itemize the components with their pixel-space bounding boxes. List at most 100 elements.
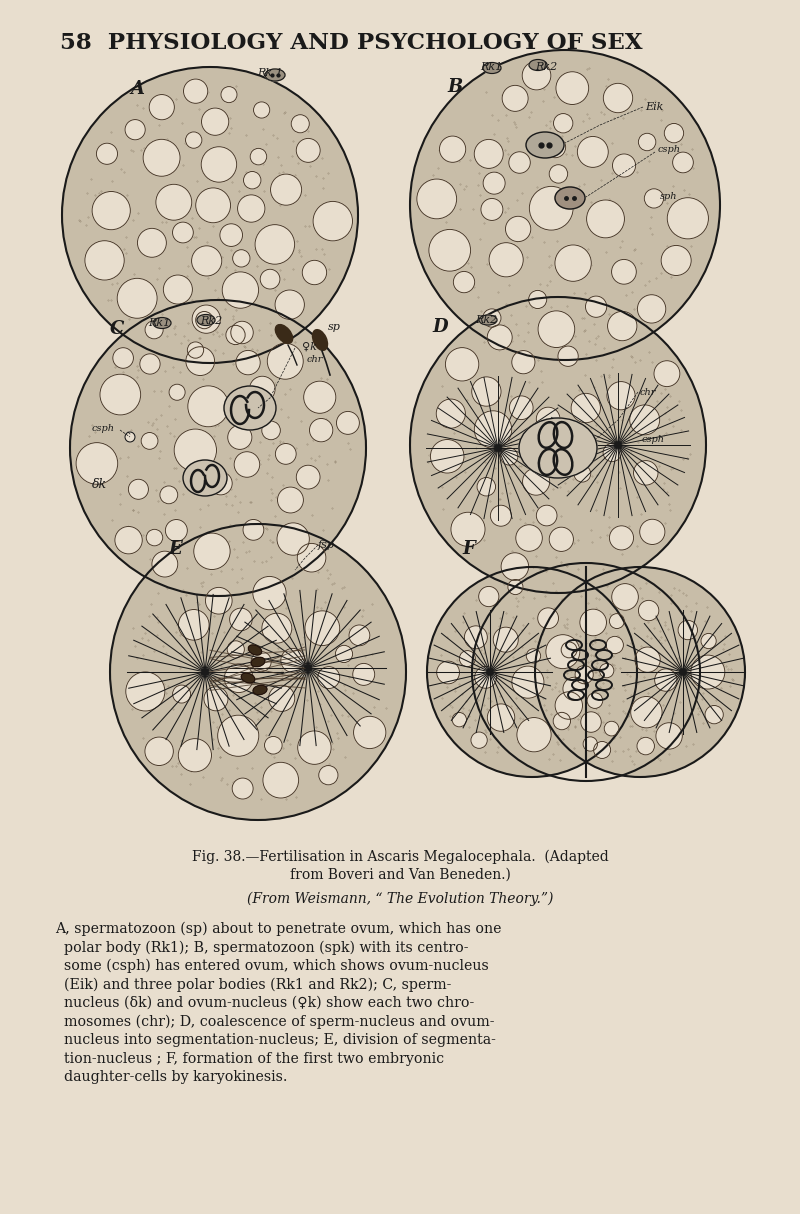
Circle shape bbox=[556, 437, 581, 463]
Ellipse shape bbox=[275, 324, 293, 344]
Circle shape bbox=[526, 648, 541, 663]
Circle shape bbox=[489, 243, 523, 277]
Circle shape bbox=[667, 198, 709, 239]
Circle shape bbox=[202, 108, 229, 135]
Circle shape bbox=[263, 762, 298, 798]
Circle shape bbox=[516, 524, 542, 551]
Circle shape bbox=[471, 732, 487, 748]
Circle shape bbox=[610, 526, 634, 550]
Circle shape bbox=[638, 601, 659, 620]
Circle shape bbox=[644, 188, 664, 208]
Circle shape bbox=[169, 384, 185, 401]
Text: E: E bbox=[168, 540, 182, 558]
Circle shape bbox=[549, 165, 568, 183]
Ellipse shape bbox=[313, 330, 327, 351]
Circle shape bbox=[638, 295, 666, 323]
Circle shape bbox=[302, 260, 326, 285]
Text: 58  PHYSIOLOGY AND PSYCHOLOGY OF SEX: 58 PHYSIOLOGY AND PSYCHOLOGY OF SEX bbox=[60, 32, 642, 53]
Text: sph: sph bbox=[660, 192, 678, 202]
Circle shape bbox=[417, 178, 457, 219]
Text: A: A bbox=[130, 80, 144, 98]
Circle shape bbox=[191, 245, 222, 276]
Circle shape bbox=[226, 325, 245, 345]
Text: δk: δk bbox=[92, 478, 107, 490]
Circle shape bbox=[262, 613, 292, 643]
Circle shape bbox=[224, 664, 253, 692]
Ellipse shape bbox=[253, 686, 267, 694]
Circle shape bbox=[143, 140, 180, 176]
Circle shape bbox=[196, 188, 230, 222]
Circle shape bbox=[439, 136, 466, 163]
Circle shape bbox=[298, 544, 326, 572]
Text: Rk1: Rk1 bbox=[148, 318, 170, 328]
Circle shape bbox=[575, 665, 594, 683]
Text: tion-nucleus ; F, formation of the first two embryonic: tion-nucleus ; F, formation of the first… bbox=[55, 1051, 444, 1066]
Text: csph: csph bbox=[658, 144, 681, 154]
Circle shape bbox=[349, 625, 370, 646]
Circle shape bbox=[353, 663, 374, 686]
Circle shape bbox=[234, 452, 260, 477]
Text: some (csph) has entered ovum, which shows ovum-nucleus: some (csph) has entered ovum, which show… bbox=[55, 959, 489, 974]
Circle shape bbox=[97, 143, 118, 164]
Circle shape bbox=[701, 634, 716, 648]
Ellipse shape bbox=[248, 645, 262, 656]
Circle shape bbox=[483, 172, 505, 194]
Circle shape bbox=[183, 79, 208, 103]
Circle shape bbox=[656, 722, 682, 749]
Circle shape bbox=[250, 376, 275, 402]
Ellipse shape bbox=[265, 69, 285, 81]
Circle shape bbox=[140, 353, 160, 374]
Circle shape bbox=[501, 448, 518, 465]
Circle shape bbox=[204, 687, 228, 711]
Text: nucleus into segmentation-nucleus; E, division of segmenta-: nucleus into segmentation-nucleus; E, di… bbox=[55, 1033, 496, 1046]
Circle shape bbox=[187, 342, 204, 358]
Circle shape bbox=[474, 410, 512, 448]
Ellipse shape bbox=[197, 314, 215, 325]
Circle shape bbox=[152, 551, 178, 577]
Circle shape bbox=[611, 260, 636, 284]
Circle shape bbox=[545, 137, 566, 158]
Circle shape bbox=[474, 140, 503, 169]
Circle shape bbox=[599, 663, 614, 677]
Circle shape bbox=[586, 200, 625, 238]
Circle shape bbox=[238, 194, 265, 222]
Ellipse shape bbox=[483, 62, 501, 74]
Circle shape bbox=[281, 648, 305, 673]
Circle shape bbox=[298, 731, 331, 765]
Circle shape bbox=[138, 228, 166, 257]
Circle shape bbox=[586, 296, 606, 317]
Circle shape bbox=[243, 520, 264, 540]
Circle shape bbox=[612, 584, 638, 611]
Text: csph: csph bbox=[642, 435, 665, 444]
Circle shape bbox=[166, 520, 187, 541]
Circle shape bbox=[232, 778, 253, 799]
Circle shape bbox=[536, 505, 557, 526]
Circle shape bbox=[452, 713, 466, 727]
Circle shape bbox=[454, 272, 474, 293]
Ellipse shape bbox=[242, 673, 254, 682]
Circle shape bbox=[305, 611, 340, 646]
Ellipse shape bbox=[224, 386, 276, 430]
Circle shape bbox=[141, 432, 158, 449]
Circle shape bbox=[436, 399, 466, 429]
Circle shape bbox=[92, 192, 130, 229]
Circle shape bbox=[427, 567, 637, 777]
Circle shape bbox=[251, 652, 271, 671]
Circle shape bbox=[117, 278, 157, 318]
Circle shape bbox=[520, 432, 541, 453]
Text: chr: chr bbox=[307, 354, 323, 364]
Circle shape bbox=[186, 347, 214, 375]
Text: nucleus (δk) and ovum-nucleus (♀k) show each two chro-: nucleus (δk) and ovum-nucleus (♀k) show … bbox=[55, 995, 474, 1010]
Circle shape bbox=[536, 407, 560, 431]
Circle shape bbox=[253, 577, 286, 609]
Text: mosomes (chr); D, coalescence of sperm-nucleus and ovum-: mosomes (chr); D, coalescence of sperm-n… bbox=[55, 1015, 494, 1029]
Circle shape bbox=[437, 662, 459, 683]
Circle shape bbox=[510, 396, 533, 420]
Circle shape bbox=[296, 138, 320, 163]
Circle shape bbox=[230, 322, 254, 344]
Circle shape bbox=[269, 685, 294, 711]
Circle shape bbox=[70, 300, 366, 596]
Circle shape bbox=[218, 715, 258, 756]
Text: B: B bbox=[447, 78, 462, 96]
Circle shape bbox=[680, 669, 686, 675]
